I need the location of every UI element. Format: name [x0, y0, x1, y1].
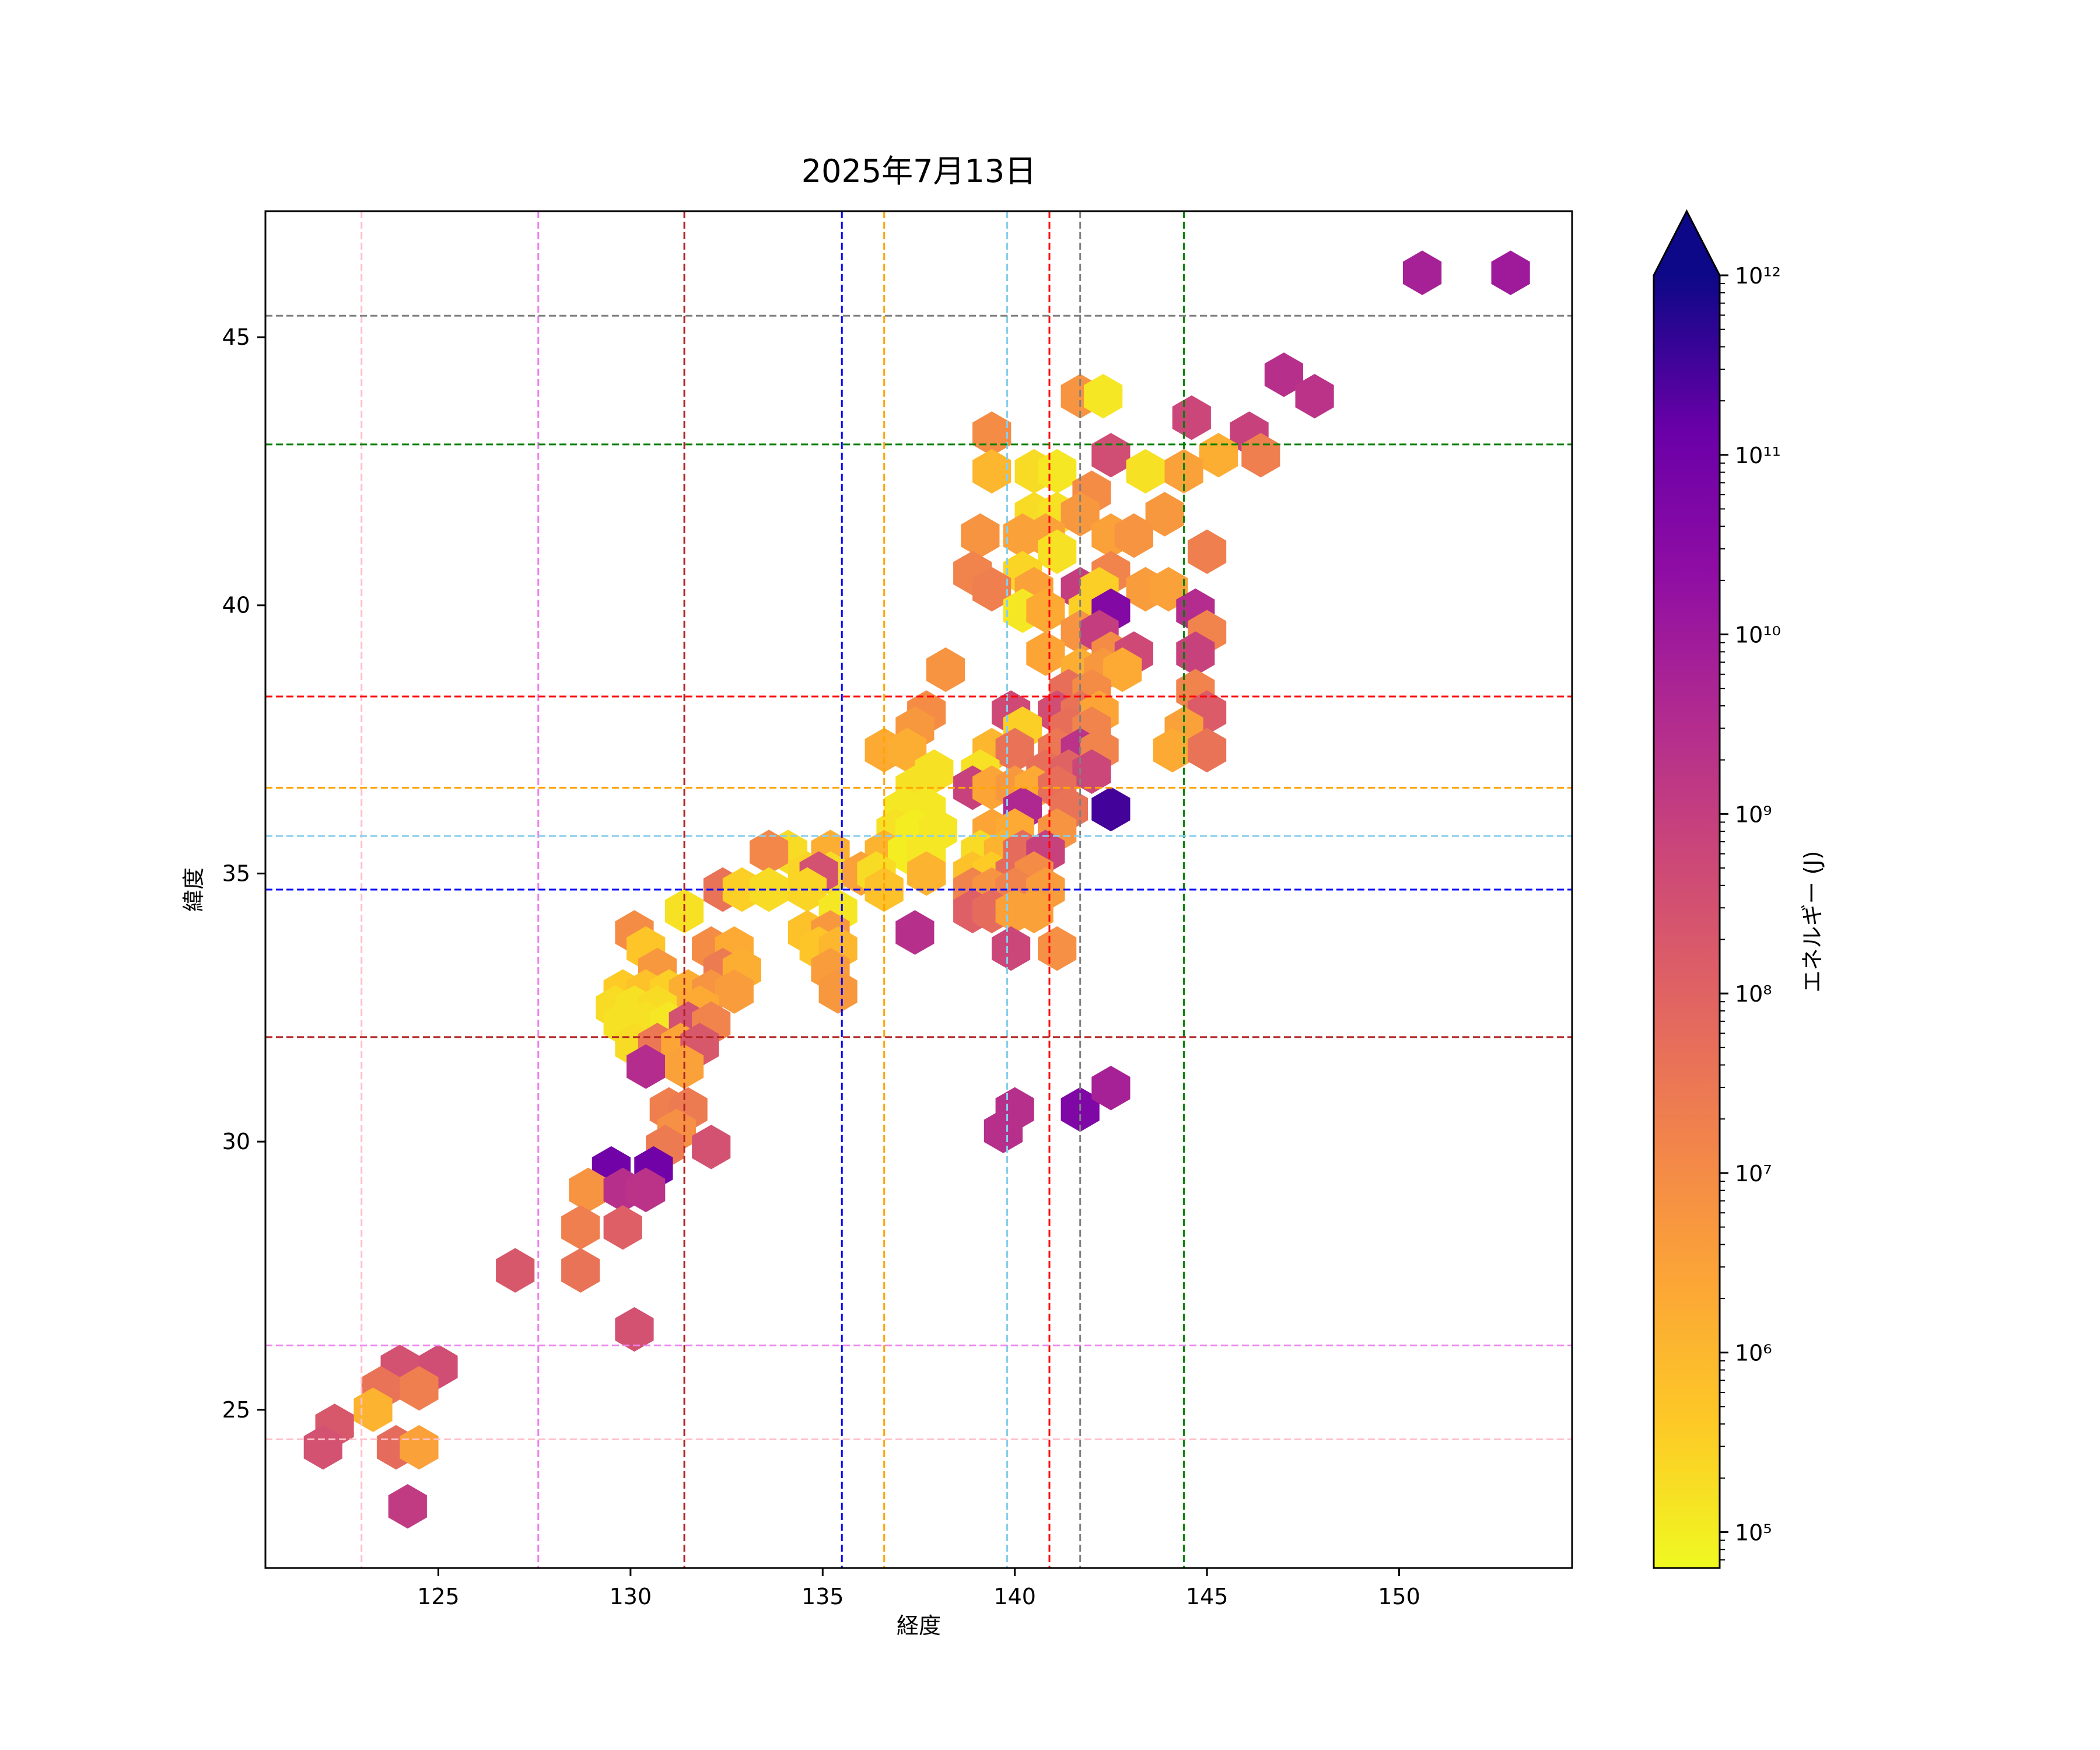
y-tick-label: 30 [222, 1129, 250, 1154]
hexbin-cell [1103, 647, 1142, 692]
hexbin-cell [1072, 749, 1111, 794]
x-tick-label: 145 [1186, 1584, 1228, 1609]
x-tick-label: 130 [610, 1584, 652, 1609]
hexbin-cell [692, 1125, 731, 1170]
hexbin-cell [1164, 449, 1203, 494]
hexbin-cell [961, 513, 1000, 558]
plot-frame [264, 210, 1573, 1569]
hexbin-cell [1014, 888, 1054, 933]
hexbin-cell [561, 1205, 600, 1250]
y-axis: 25 30 35 40 45 [222, 324, 265, 1423]
hexbin-cell [1295, 374, 1334, 419]
hexbin-cell [750, 867, 789, 912]
y-tick-label: 35 [222, 860, 250, 886]
y-tick-label: 25 [222, 1397, 250, 1423]
colorbar-ticks: 10⁵ 10⁶ 10⁷ 10⁸ 10⁹ 10¹⁰ 10¹¹ 10¹² [1720, 263, 1781, 1561]
hexbin-cell [569, 1167, 608, 1213]
x-axis-label: 経度 [897, 1613, 941, 1639]
hexbin-cell [715, 969, 754, 1014]
hexbin-cell [1038, 529, 1077, 574]
colorbar-tick-label: 10⁶ [1735, 1340, 1772, 1366]
colorbar-extend-arrow [1654, 211, 1720, 275]
y-axis-label: 緯度 [181, 867, 206, 912]
hexbin-cell [496, 1248, 535, 1293]
hexbin-cell [1126, 449, 1165, 494]
hexbin-layer [303, 250, 1530, 1529]
colorbar-tick-label: 10¹¹ [1735, 443, 1781, 468]
hexbin-cell [626, 1044, 666, 1089]
hexbin-cell [603, 1205, 642, 1250]
colorbar-gradient [1654, 275, 1720, 1568]
colorbar: 10⁵ 10⁶ 10⁷ 10⁸ 10⁹ 10¹⁰ 10¹¹ 10¹² エネルギー (J) [1653, 209, 1825, 1569]
hexbin-cell [1038, 449, 1077, 494]
hexbin-cell [995, 727, 1034, 773]
y-tick-label: 40 [222, 593, 250, 618]
hexbin-cell [1084, 374, 1123, 419]
hexbin-cell [1172, 395, 1211, 440]
hexbin-cell [561, 1248, 600, 1293]
x-tick-label: 140 [993, 1584, 1036, 1609]
hexbin-cell [992, 926, 1031, 971]
hexbin-cell [1114, 513, 1153, 558]
hexbin-cell [1188, 727, 1227, 773]
colorbar-outline [1653, 209, 1721, 1569]
hexbin-cell [1091, 1066, 1130, 1111]
hexbin-cell [354, 1387, 393, 1432]
hexbin-cell [1491, 250, 1530, 295]
hexbin-cell [818, 969, 858, 1014]
colorbar-tick-label: 10⁵ [1735, 1520, 1772, 1545]
hexbin-cell [1145, 492, 1184, 537]
hexbin-cell [1241, 433, 1280, 478]
y-tick-label: 45 [222, 324, 250, 350]
hexbin-cell [1060, 492, 1100, 537]
hexbin-cell [388, 1484, 427, 1529]
hexbin-cell [1188, 529, 1227, 574]
x-tick-label: 135 [802, 1584, 844, 1609]
x-axis: 125 130 135 140 145 150 [417, 1568, 1420, 1609]
hexbin-cell [1026, 588, 1065, 634]
hexbin-cell [895, 910, 935, 955]
hexbin-cell [926, 647, 965, 692]
hexbin-cell [626, 1167, 666, 1213]
hexbin-cell [907, 851, 946, 896]
hexbin-cell [1176, 631, 1215, 676]
hexbin-cell [750, 830, 789, 874]
x-tick-label: 150 [1378, 1584, 1420, 1609]
hexbin-cell [1153, 727, 1192, 773]
hexbin-cell [1038, 926, 1077, 971]
colorbar-tick-label: 10⁹ [1735, 802, 1772, 827]
hexbin-cell [615, 1307, 654, 1352]
hexbin-cell [995, 1087, 1034, 1132]
hexbin-cell [972, 449, 1012, 494]
hexbin-cell [400, 1366, 439, 1411]
hexbin-cell [1091, 786, 1130, 832]
hexbin-cell [1026, 631, 1065, 676]
hexbin-cell [1091, 433, 1130, 478]
hexbin-cell [1403, 250, 1442, 295]
hexbin-cell [1199, 433, 1238, 478]
hexbin-cell [303, 1424, 342, 1470]
chart-title: 2025年7月13日 [802, 153, 1037, 190]
colorbar-label: エネルギー (J) [1800, 851, 1825, 993]
colorbar-tick-label: 10¹⁰ [1735, 622, 1781, 648]
reference-lines [265, 211, 1572, 1568]
hexbin-cell [972, 566, 1012, 612]
colorbar-tick-label: 10⁸ [1735, 981, 1772, 1007]
colorbar-tick-label: 10⁷ [1735, 1161, 1772, 1186]
x-tick-label: 125 [417, 1584, 460, 1609]
colorbar-tick-label: 10¹² [1735, 263, 1781, 289]
hexbin-cell [400, 1424, 439, 1470]
hexbin-cell [1264, 352, 1303, 397]
